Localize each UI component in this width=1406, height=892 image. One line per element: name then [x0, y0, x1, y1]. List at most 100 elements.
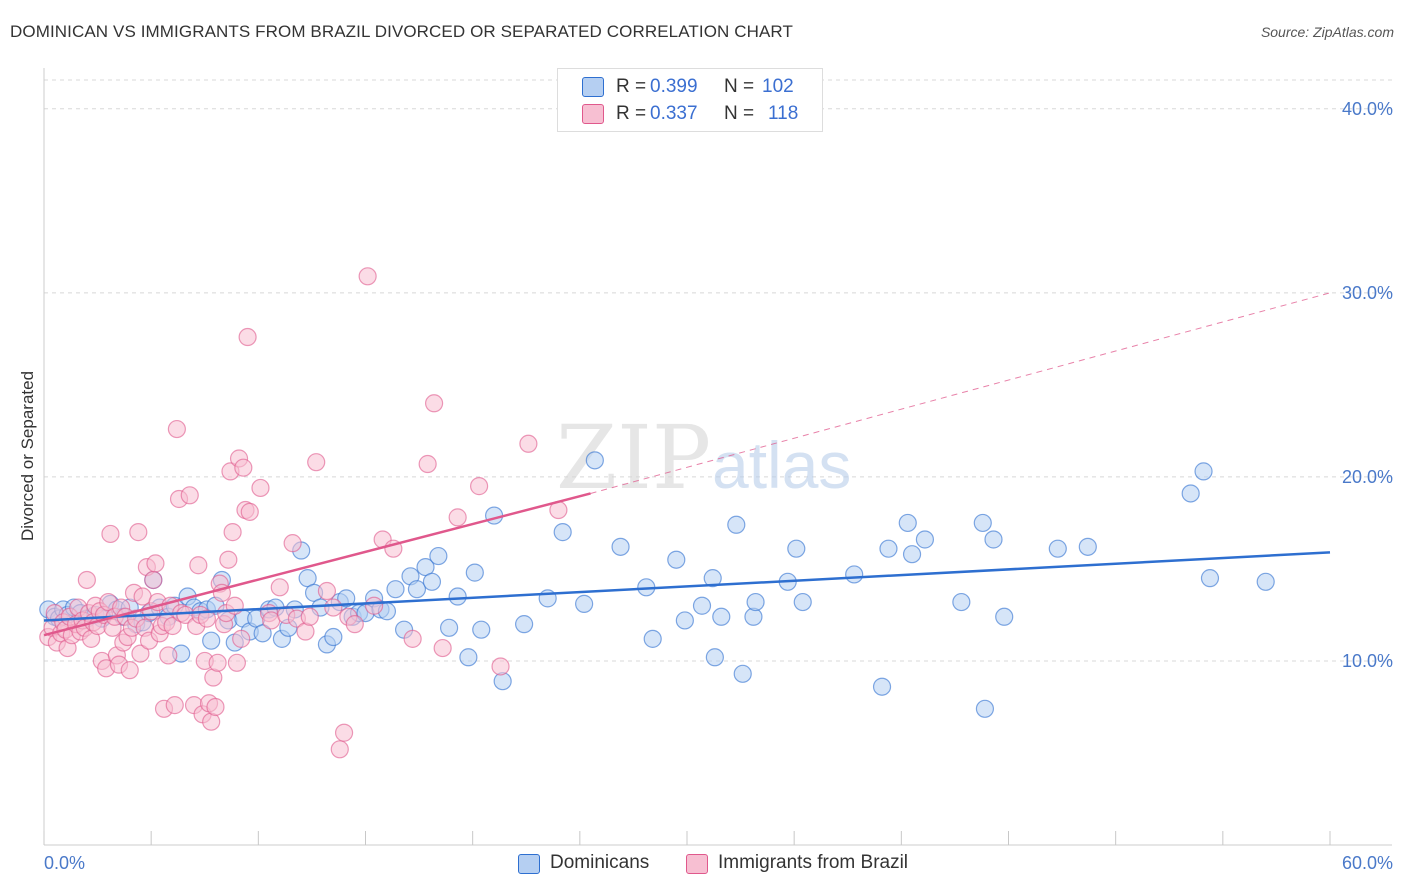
y-tick-label: 40.0% — [1342, 99, 1393, 119]
point-brazil — [167, 419, 186, 439]
source-label: Source: ZipAtlas.com — [1260, 24, 1394, 40]
point-brazil — [159, 646, 178, 665]
point-brazil — [163, 616, 182, 636]
point-brazil — [345, 615, 364, 634]
point-brazil — [238, 327, 257, 347]
point-dominicans — [975, 699, 995, 718]
point-dominicans — [407, 580, 427, 599]
legend-n-label: N = — [724, 103, 755, 124]
point-dominicans — [1078, 537, 1097, 556]
point-brazil — [324, 598, 343, 617]
point-brazil — [364, 596, 384, 615]
point-dominicans — [712, 607, 731, 626]
point-dominicans — [872, 677, 892, 696]
legend-n-label: N = — [724, 76, 755, 97]
point-dominicans — [667, 550, 686, 569]
point-brazil — [146, 554, 165, 573]
point-dominicans — [1256, 572, 1275, 591]
chart-title: DOMINICAN VS IMMIGRANTS FROM BRAZIL DIVO… — [10, 22, 793, 41]
point-dominicans — [879, 539, 898, 558]
point-dominicans — [1194, 462, 1213, 481]
y-tick-label: 20.0% — [1342, 467, 1393, 487]
point-dominicans — [952, 592, 971, 612]
point-dominicans — [1048, 539, 1067, 558]
point-brazil — [307, 453, 326, 472]
point-dominicans — [902, 545, 922, 564]
y-tick-label: 30.0% — [1342, 283, 1393, 303]
point-dominicans — [448, 587, 467, 606]
point-dominicans — [429, 546, 448, 566]
point-brazil — [180, 486, 199, 505]
point-brazil — [77, 570, 96, 590]
point-dominicans — [459, 648, 478, 667]
point-brazil — [251, 478, 270, 498]
point-brazil — [424, 394, 444, 413]
point-brazil — [469, 477, 489, 496]
legend-swatch-dominicans — [582, 77, 604, 97]
point-brazil — [418, 454, 437, 474]
point-brazil — [206, 697, 225, 717]
point-brazil — [227, 653, 246, 672]
point-brazil — [144, 570, 163, 590]
point-brazil — [234, 458, 253, 477]
legend-r-value: 0.337 — [650, 103, 698, 124]
y-axis-label: Divorced or Separated — [18, 371, 37, 541]
x-tick-label: 0.0% — [44, 853, 85, 873]
point-dominicans — [787, 539, 806, 558]
point-brazil — [403, 629, 422, 648]
point-dominicans — [472, 620, 491, 639]
point-dominicans — [553, 523, 572, 542]
point-brazil — [129, 523, 148, 542]
point-brazil — [165, 696, 184, 715]
y-tick-label: 10.0% — [1342, 651, 1393, 671]
point-dominicans — [705, 648, 724, 667]
bottom-legend-swatch-dominicans — [518, 854, 540, 874]
point-dominicans — [202, 631, 221, 650]
point-brazil — [300, 607, 319, 626]
point-brazil — [358, 267, 377, 286]
point-brazil — [232, 629, 251, 648]
point-brazil — [131, 644, 150, 663]
point-brazil — [491, 657, 510, 676]
point-brazil — [223, 523, 242, 542]
point-brazil — [120, 661, 139, 680]
point-dominicans — [515, 615, 534, 634]
point-brazil — [283, 534, 302, 553]
point-dominicans — [727, 515, 746, 534]
point-brazil — [433, 638, 452, 658]
point-dominicans — [793, 592, 812, 612]
point-dominicans — [386, 580, 405, 599]
point-dominicans — [324, 627, 343, 647]
point-dominicans — [703, 569, 722, 588]
point-brazil — [197, 609, 216, 628]
point-dominicans — [984, 530, 1003, 549]
watermark-atlas: atlas — [712, 428, 851, 502]
point-dominicans — [675, 611, 694, 630]
trendline-dominicans — [43, 551, 1331, 622]
point-brazil — [219, 550, 238, 569]
legend-n-value: 102 — [762, 76, 794, 97]
point-dominicans — [439, 618, 459, 637]
point-dominicans — [611, 537, 630, 556]
point-dominicans — [422, 572, 442, 591]
point-dominicans — [995, 607, 1014, 626]
point-dominicans — [337, 589, 356, 608]
bottom-legend-label-dominicans: Dominicans — [550, 852, 650, 873]
point-dominicans — [746, 592, 765, 612]
point-dominicans — [973, 513, 992, 533]
x-tick-label: 60.0% — [1342, 853, 1393, 873]
point-brazil — [189, 556, 208, 575]
point-brazil — [519, 434, 538, 453]
point-brazil — [330, 740, 349, 759]
watermark-zip: ZIP — [556, 406, 711, 509]
point-brazil — [334, 723, 354, 742]
legend-r-value: 0.399 — [650, 76, 698, 97]
stats-legend: R = 0.399 N = 102 R = 0.337 N = 118 — [557, 68, 823, 132]
point-brazil — [270, 578, 289, 597]
bottom-legend-label-brazil: Immigrants from Brazil — [718, 852, 909, 873]
point-brazil — [317, 581, 337, 601]
point-brazil — [208, 653, 227, 672]
legend-swatch-brazil — [582, 104, 604, 124]
point-dominicans — [643, 629, 662, 648]
